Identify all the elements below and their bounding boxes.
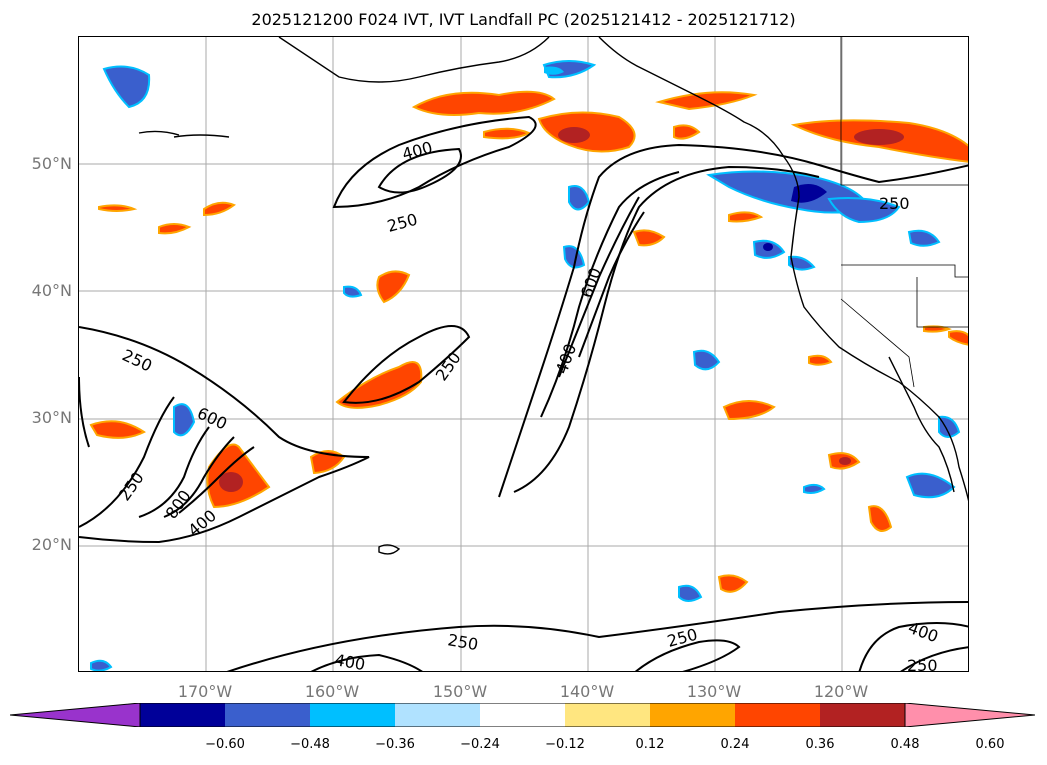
colorbar-segment bbox=[480, 703, 566, 727]
colorbar-segment bbox=[140, 703, 226, 727]
pc-negative-shading bbox=[90, 60, 961, 671]
contour-label: 600 bbox=[194, 403, 230, 433]
colorbar-segments bbox=[10, 703, 1035, 727]
contour-label: 600 bbox=[577, 265, 605, 300]
colorbar-tick-label: −0.48 bbox=[290, 737, 330, 752]
colorbar-segment bbox=[735, 703, 821, 727]
colorbar-tick-label: −0.12 bbox=[545, 737, 585, 752]
lon-label-120w: 120°W bbox=[813, 682, 869, 701]
contour-labels: 400 250 600 400 250 250 250 600 250 800 … bbox=[115, 138, 941, 672]
pc-positive-shading bbox=[89, 90, 968, 593]
map-panel: 400 250 600 400 250 250 250 600 250 800 … bbox=[78, 36, 969, 672]
colorbar-tick-label: −0.36 bbox=[375, 737, 415, 752]
map-title: 2025121200 F024 IVT, IVT Landfall PC (20… bbox=[251, 10, 796, 29]
contour-label: 250 bbox=[446, 630, 479, 654]
colorbar-tick-label: −0.60 bbox=[205, 737, 245, 752]
lat-label-20n: 20°N bbox=[31, 535, 72, 554]
colorbar-tick-label: 0.12 bbox=[635, 737, 665, 752]
colorbar-segment bbox=[225, 703, 311, 727]
colorbar-segment bbox=[650, 703, 736, 727]
colorbar-segment bbox=[820, 703, 906, 727]
colorbar-tick-label: 0.36 bbox=[805, 737, 835, 752]
contour-label: 250 bbox=[115, 468, 148, 504]
colorbar-tick-label: 0.48 bbox=[890, 737, 920, 752]
colorbar-extend-high bbox=[904, 703, 1035, 727]
colorbar-segment bbox=[310, 703, 396, 727]
contour-label: 250 bbox=[385, 210, 419, 236]
colorbar bbox=[10, 703, 1035, 727]
contour-label: 250 bbox=[907, 656, 938, 672]
colorbar-extend-low bbox=[10, 703, 141, 727]
contour-label: 400 bbox=[552, 341, 580, 376]
lat-label-40n: 40°N bbox=[31, 281, 72, 300]
lon-label-150w: 150°W bbox=[432, 682, 488, 701]
contour-label: 250 bbox=[879, 194, 910, 213]
lon-label-160w: 160°W bbox=[304, 682, 360, 701]
colorbar-segment bbox=[395, 703, 481, 727]
colorbar-tick-label: 0.60 bbox=[975, 737, 1005, 752]
colorbar-tick-label: −0.24 bbox=[460, 737, 500, 752]
borders bbox=[840, 37, 968, 388]
lon-label-140w: 140°W bbox=[559, 682, 615, 701]
colorbar-tick-label: 0.24 bbox=[720, 737, 750, 752]
contour-label: 250 bbox=[432, 348, 465, 384]
map-svg: 400 250 600 400 250 250 250 600 250 800 … bbox=[79, 37, 968, 672]
lon-label-130w: 130°W bbox=[686, 682, 742, 701]
gridlines bbox=[79, 37, 968, 671]
contour-label: 400 bbox=[333, 650, 366, 672]
contour-label: 250 bbox=[119, 345, 155, 375]
lat-label-50n: 50°N bbox=[31, 154, 72, 173]
coastlines bbox=[138, 37, 968, 555]
colorbar-segment bbox=[565, 703, 651, 727]
colorbar-outline bbox=[139, 703, 906, 727]
lat-label-30n: 30°N bbox=[31, 408, 72, 427]
ivt-contours bbox=[79, 115, 968, 671]
lon-label-170w: 170°W bbox=[177, 682, 233, 701]
contour-label: 400 bbox=[400, 138, 434, 164]
